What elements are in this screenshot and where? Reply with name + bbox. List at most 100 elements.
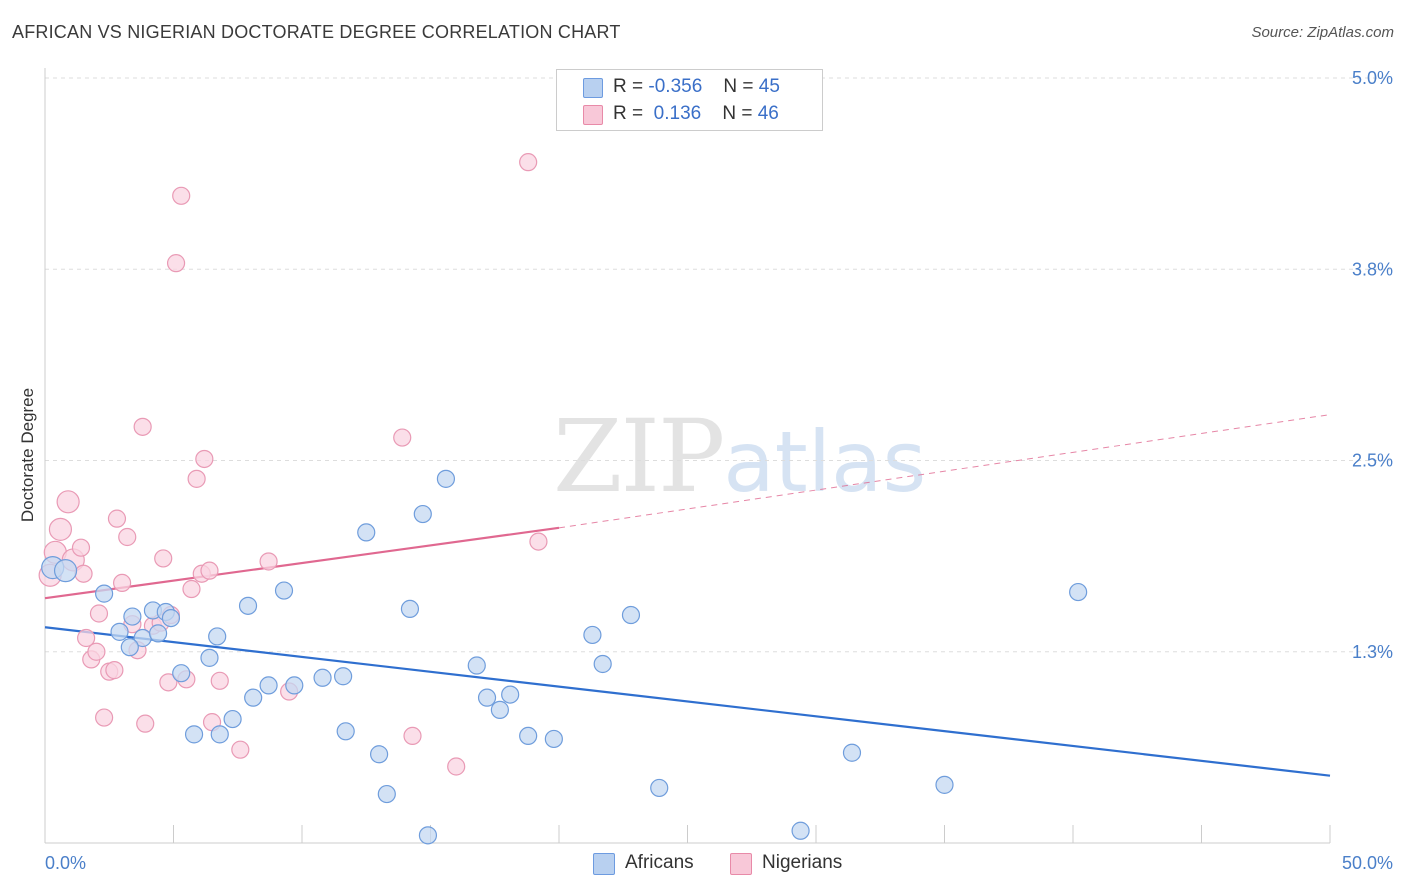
african-point [842,743,862,762]
african-point [210,725,229,744]
african-point [223,709,242,729]
n-value-nigerians: 46 [757,103,779,124]
african-point [200,648,219,667]
trend-line-africans-0 [44,626,1331,777]
y-tick-label-2: 3.8% [1352,259,1393,279]
african-point [621,605,641,625]
trend-line-nigerians-1 [44,526,560,600]
african-point [336,722,355,741]
n-value-africans: 45 [758,76,780,97]
n-label: N = [722,103,753,124]
african-point [377,784,396,804]
watermark: ZIPatlas [553,398,926,515]
legend-text-nigerians: R = 0.136 N = 46 [613,103,779,125]
african-point [490,700,509,719]
african-point [259,676,278,695]
african-point [650,778,669,798]
x-tick-label-1: 50.0% [1342,853,1393,873]
bottom-legend-label-nigerians: Nigerians [762,852,843,873]
nigerian-point [529,532,548,551]
bottom-legend-label-africans: Africans [625,852,694,873]
legend-swatch-nigerians [583,105,603,125]
african-point [935,775,954,794]
african-point [501,685,520,704]
africans-points [41,469,1088,845]
bottom-legend-swatch-nigerians [730,853,752,875]
legend-swatch-africans [583,78,603,98]
y-tick-label-0: 1.3% [1352,642,1393,662]
nigerian-point [187,469,206,488]
african-point [519,726,538,746]
nigerian-point [159,673,178,692]
source-credit: Source: ZipAtlas.com [1251,24,1394,41]
y-tick-label-1: 2.5% [1352,451,1393,471]
african-point [208,627,227,646]
x-tick-label-0: 0.0% [45,853,86,873]
african-point [53,559,78,583]
nigerian-point [48,517,73,541]
african-point [583,625,602,645]
r-label: R = [613,103,644,124]
nigerian-point [200,561,219,580]
african-point [593,654,612,674]
african-point [244,688,263,707]
african-point [120,638,139,657]
african-point [413,504,432,524]
y-tick-labels: 1.3% 2.5% 3.8% 5.0% [1352,68,1393,662]
nigerians-points [38,153,548,776]
african-point [123,607,142,626]
nigerian-point [87,642,106,661]
nigerian-point [172,186,191,205]
african-point [285,676,304,695]
nigerian-point [71,538,91,557]
african-point [370,745,389,764]
r-label: R = [613,76,644,97]
nigerian-point [259,552,278,571]
nigerian-point [393,428,412,447]
axes [44,68,1331,844]
x-tick-labels: 0.0% 50.0% [45,853,1393,873]
african-point [313,668,332,687]
african-point [418,826,438,845]
nigerian-point [89,604,109,623]
nigerian-point [74,564,93,583]
african-point [467,656,486,675]
african-point [357,523,376,542]
african-point [477,688,497,707]
n-label: N = [723,76,754,97]
nigerian-point [210,671,229,690]
nigerian-point [107,509,127,528]
african-point [1069,582,1088,602]
trend-line-nigerians-2 [558,414,1331,529]
nigerian-point [95,708,114,727]
legend-text-africans: R = -0.356 N = 45 [613,76,780,98]
nigerian-point [105,661,124,680]
r-value-africans: -0.356 [648,76,703,97]
grid-lines [45,77,1390,653]
african-point [172,664,191,683]
nigerian-point [182,579,201,599]
african-point [400,599,420,619]
watermark-atlas: atlas [723,413,927,511]
african-point [436,469,456,488]
nigerian-point [403,726,422,746]
correlation-legend: R = -0.356 N = 45 R = 0.136 N = 46 [556,69,823,131]
african-point [184,725,204,744]
nigerian-point [112,573,132,593]
nigerian-point [133,417,152,436]
african-point [110,622,129,641]
nigerian-point [77,628,96,648]
african-point [161,608,181,628]
nigerian-point [447,757,466,776]
nigerian-point [154,549,173,568]
nigerian-point [231,740,250,759]
y-tick-label-3: 5.0% [1352,68,1393,88]
nigerian-point [195,449,214,469]
watermark-zip: ZIP [553,398,725,515]
african-point [791,821,810,840]
nigerian-point [56,490,80,514]
african-point [148,624,168,643]
nigerian-point [519,153,538,172]
african-point [544,729,563,749]
